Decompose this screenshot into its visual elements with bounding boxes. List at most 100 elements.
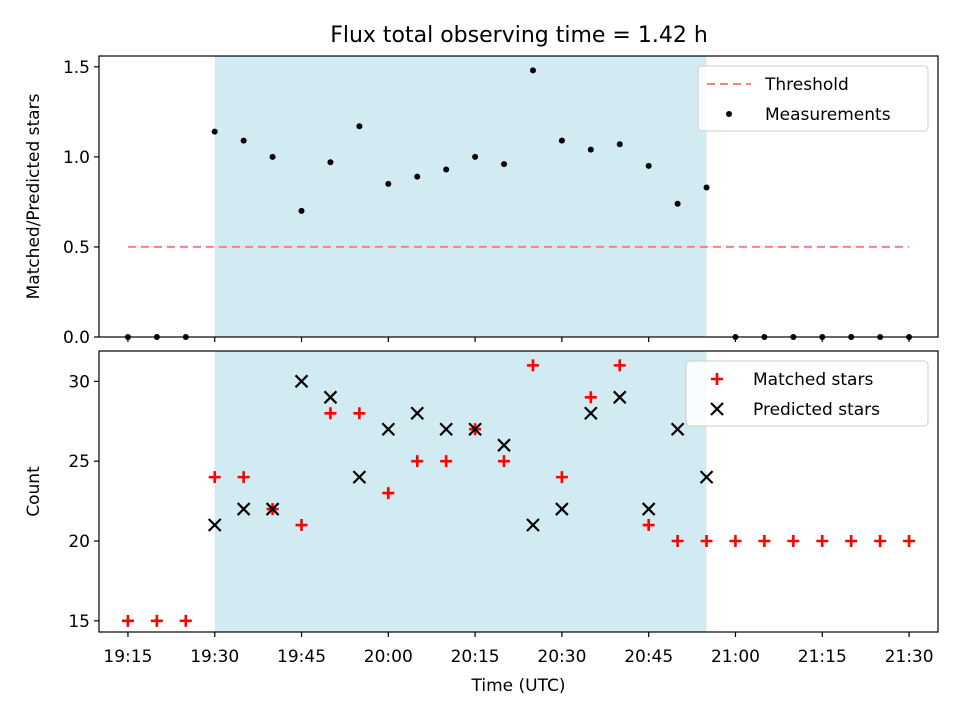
y-tick-label: 30 bbox=[68, 372, 90, 392]
matched-star-point bbox=[411, 455, 424, 468]
measurement-point bbox=[269, 153, 276, 160]
matched-star-point bbox=[816, 534, 829, 547]
predicted-star-point bbox=[641, 502, 656, 516]
matched-star-point bbox=[208, 471, 221, 484]
predicted-star-point bbox=[323, 390, 338, 405]
predicted-star-point bbox=[468, 422, 482, 437]
y-tick-label: 1.0 bbox=[63, 148, 90, 168]
matched-star-point bbox=[382, 487, 395, 500]
predicted-star-point bbox=[410, 406, 425, 421]
predicted-star-point bbox=[207, 518, 222, 532]
measurement-point bbox=[616, 141, 623, 148]
measurement-point bbox=[385, 180, 392, 187]
x-tick-label: 20:15 bbox=[451, 647, 500, 667]
matched-star-point bbox=[903, 534, 916, 547]
legend-label: Measurements bbox=[765, 105, 891, 125]
predicted-star-point bbox=[612, 390, 627, 405]
axes-frame bbox=[98, 350, 939, 633]
matched-star-point bbox=[150, 614, 163, 627]
y-tick-label: 0.0 bbox=[63, 328, 90, 348]
predicted-star-point bbox=[294, 374, 309, 389]
matched-star-point bbox=[845, 534, 858, 547]
measurement-point bbox=[529, 67, 536, 74]
x-tick-label: 19:15 bbox=[103, 647, 152, 667]
x-tick-label: 21:15 bbox=[798, 647, 847, 667]
matched-star-point bbox=[353, 407, 366, 420]
count-panel: 15 20 25 30 19:15 19:30 19:45 20:00 20:15 20:30 20… bbox=[24, 350, 939, 696]
matched-star-point bbox=[555, 471, 568, 484]
legend-box bbox=[685, 360, 929, 427]
legend-label: Threshold bbox=[764, 75, 849, 95]
predicted-star-point bbox=[265, 502, 280, 516]
legend-measurement-swatch bbox=[726, 111, 732, 117]
predicted-star-point bbox=[555, 502, 569, 516]
predicted-star-point bbox=[236, 502, 251, 516]
legend-box bbox=[697, 65, 929, 132]
y-axis-label: Count bbox=[24, 466, 44, 517]
x-tick-label: 21:30 bbox=[885, 647, 934, 667]
measurement-point bbox=[645, 162, 652, 169]
matched-star-point bbox=[729, 534, 742, 547]
legend-label: Predicted stars bbox=[753, 400, 880, 420]
measurement-point bbox=[587, 146, 594, 153]
measurement-point bbox=[472, 153, 479, 160]
matched-star-point bbox=[498, 455, 511, 468]
x-tick-label: 20:00 bbox=[364, 647, 413, 667]
measurement-point bbox=[414, 173, 421, 180]
matched-star-point bbox=[671, 534, 684, 547]
matched-star-point bbox=[295, 519, 308, 532]
matched-star-point bbox=[440, 455, 453, 468]
predicted-star-point bbox=[526, 518, 540, 532]
y-tick-label: 20 bbox=[68, 532, 90, 552]
measurement-point bbox=[298, 207, 305, 214]
x-tick-label: 21:00 bbox=[711, 647, 760, 667]
x-axis-label: Time (UTC) bbox=[471, 676, 566, 696]
measurement-point bbox=[558, 137, 565, 144]
measurement-point bbox=[674, 200, 681, 207]
y-tick-label: 15 bbox=[68, 612, 90, 632]
legend-predicted-swatch bbox=[710, 402, 724, 416]
axes-frame bbox=[98, 55, 939, 338]
y-axis-label: Matched/Predicted stars bbox=[24, 93, 44, 299]
predicted-star-point bbox=[381, 422, 396, 437]
measurement-point bbox=[327, 159, 334, 166]
x-tick-label: 19:45 bbox=[277, 647, 326, 667]
measurement-point bbox=[356, 123, 363, 130]
y-tick-label: 25 bbox=[68, 452, 90, 472]
ratio-panel: 0.0 0.5 1.0 1.5 Matched/Predicted stars Thres… bbox=[24, 55, 939, 348]
legend-label: Matched stars bbox=[753, 370, 873, 390]
x-tick-label: 19:30 bbox=[190, 647, 239, 667]
matched-star-point bbox=[642, 519, 655, 532]
predicted-star-point bbox=[670, 422, 685, 437]
x-tick-label: 20:30 bbox=[537, 647, 586, 667]
x-tick-label: 20:45 bbox=[624, 647, 673, 667]
matched-star-point bbox=[584, 391, 597, 404]
matched-star-point bbox=[787, 534, 800, 547]
matched-star-point bbox=[613, 359, 626, 372]
predicted-star-point bbox=[584, 406, 598, 421]
legend-matched-swatch bbox=[711, 373, 723, 385]
matched-star-point bbox=[526, 359, 539, 372]
measurement-point bbox=[211, 128, 218, 135]
y-tick-label: 0.5 bbox=[63, 238, 90, 258]
predicted-star-point bbox=[699, 470, 714, 484]
observing-window-shade bbox=[214, 351, 707, 632]
predicted-star-point bbox=[497, 438, 511, 452]
matched-star-point bbox=[874, 534, 887, 547]
matched-star-point bbox=[758, 534, 771, 547]
matched-star-point bbox=[179, 614, 192, 627]
measurement-point bbox=[240, 137, 247, 144]
observing-window-shade bbox=[214, 56, 707, 337]
measurement-point bbox=[443, 166, 450, 173]
matched-star-point bbox=[237, 471, 250, 484]
matched-star-point bbox=[700, 534, 713, 547]
chart-title: Flux total observing time = 1.42 h bbox=[330, 23, 708, 48]
measurement-point bbox=[703, 184, 710, 191]
matched-star-point bbox=[324, 407, 337, 420]
measurement-point bbox=[501, 161, 508, 168]
y-tick-label: 1.5 bbox=[63, 58, 90, 78]
matched-star-point bbox=[121, 614, 134, 627]
predicted-star-point bbox=[352, 470, 367, 484]
predicted-star-point bbox=[439, 422, 453, 437]
